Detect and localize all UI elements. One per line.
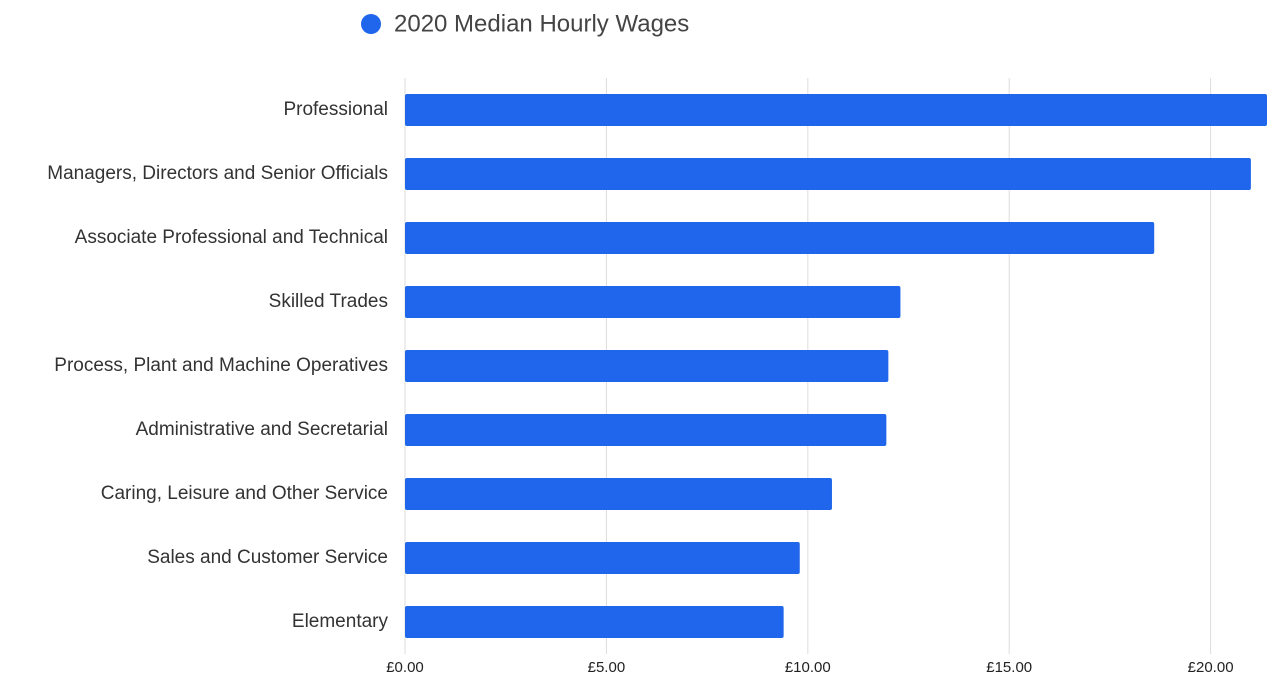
x-tick-label: £20.00 (1188, 659, 1234, 676)
bar (405, 350, 889, 382)
x-tick-label: £15.00 (986, 659, 1032, 676)
y-tick-label: Administrative and Secretarial (136, 419, 388, 440)
bar (405, 606, 784, 638)
bar (405, 222, 1155, 254)
x-tick-label: £0.00 (386, 659, 424, 676)
y-tick-label: Process, Plant and Machine Operatives (54, 355, 388, 376)
bar (405, 94, 1267, 126)
y-tick-label: Professional (283, 99, 388, 120)
bar (405, 542, 800, 574)
y-tick-label: Managers, Directors and Senior Officials (47, 163, 388, 184)
bar (405, 286, 901, 318)
x-tick-label: £10.00 (785, 659, 831, 676)
y-tick-label: Elementary (292, 611, 389, 632)
y-tick-label: Associate Professional and Technical (75, 227, 388, 248)
y-tick-label: Skilled Trades (269, 291, 388, 312)
bar (405, 158, 1251, 190)
bar (405, 478, 832, 510)
legend-swatch (361, 14, 381, 34)
x-tick-label: £5.00 (588, 659, 626, 676)
legend-label: 2020 Median Hourly Wages (394, 10, 689, 37)
y-tick-label: Sales and Customer Service (147, 547, 388, 568)
bar (405, 414, 887, 446)
y-tick-label: Caring, Leisure and Other Service (101, 483, 388, 504)
